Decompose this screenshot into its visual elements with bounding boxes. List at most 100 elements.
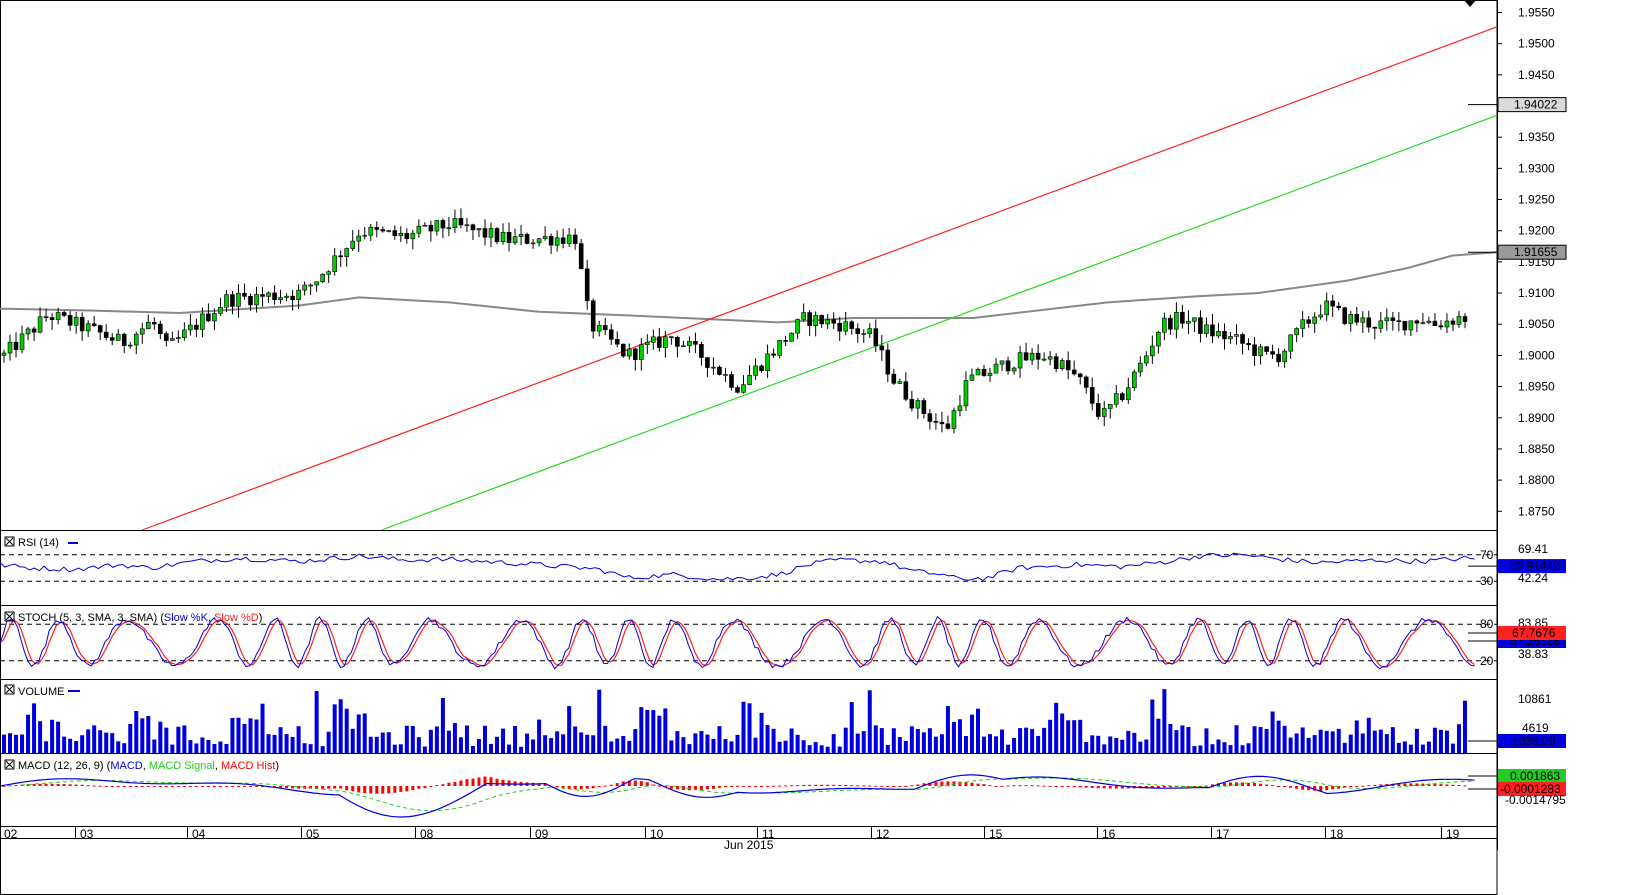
volume-bar	[909, 726, 914, 753]
macd-hist-bar	[110, 786, 114, 787]
x-tick-label: 19	[1446, 827, 1460, 841]
candle-body	[272, 292, 277, 301]
x-tick-label: 10	[650, 827, 664, 841]
volume-bar	[440, 697, 445, 753]
candle-body	[626, 348, 632, 357]
volume-bar	[176, 726, 181, 753]
macd-hist-bar	[255, 786, 259, 787]
candle-body	[1264, 346, 1269, 352]
volume-bar	[1036, 735, 1041, 753]
candle-body	[1258, 346, 1263, 357]
macd-hist-bar	[729, 786, 733, 787]
candle-body	[801, 312, 806, 320]
candle-body	[1246, 343, 1251, 346]
candle-body	[765, 353, 770, 371]
candle-body	[1444, 320, 1450, 328]
candle-body	[206, 313, 211, 322]
macd-hist-bar	[1319, 786, 1323, 792]
macd-hist-bar	[1325, 786, 1329, 791]
macd-hist-bar	[952, 781, 956, 786]
current-price-label: 1.94022	[1514, 98, 1558, 112]
macd-hist-bar	[1331, 786, 1335, 790]
macd-hist-bar	[1457, 784, 1461, 786]
volume-bar	[1108, 736, 1113, 753]
candle-body	[79, 316, 85, 332]
volume-bar	[897, 737, 902, 753]
volume-bar	[531, 739, 536, 753]
volume-bar	[1312, 735, 1317, 753]
volume-bar	[1222, 742, 1227, 753]
volume-bar	[164, 727, 169, 753]
candle-body	[392, 230, 398, 236]
volume-bar	[80, 735, 85, 753]
volume-bar	[525, 733, 530, 753]
macd-hist-bar	[627, 780, 631, 786]
candle-body	[1420, 322, 1426, 324]
volume-bar	[585, 734, 590, 753]
candle-body	[470, 224, 476, 231]
volume-title[interactable]: VOLUME	[4, 684, 80, 698]
volume-bar	[1252, 726, 1257, 753]
candle-body	[1318, 314, 1323, 318]
rsi-level-label: 70	[1480, 548, 1494, 562]
volume-bar	[765, 725, 770, 753]
rsi-current-label: 52.91442	[1510, 559, 1560, 573]
macd-hist-bar	[441, 784, 445, 786]
candle-body	[332, 255, 337, 273]
macd-hist-bar	[970, 782, 974, 786]
macd-hist-bar	[711, 786, 715, 789]
macd-hist-bar	[609, 784, 613, 786]
volume-bar	[218, 741, 223, 753]
volume-bar	[62, 736, 67, 753]
volume-bar	[988, 734, 993, 753]
candle-body	[230, 294, 235, 307]
volume-bar	[1060, 713, 1065, 753]
candle-body	[164, 333, 169, 341]
macd-hist-bar	[1439, 784, 1443, 786]
macd-hist-bar	[200, 786, 204, 787]
macd-hist-bar	[339, 786, 343, 789]
volume-bar	[398, 744, 403, 753]
macd-hist-bar	[387, 786, 391, 794]
candle-body	[807, 312, 812, 326]
volume-bar	[344, 708, 349, 753]
volume-bar	[308, 744, 313, 753]
volume-bar	[350, 728, 355, 753]
macd-hist-bar	[1265, 784, 1269, 786]
macd-hist-bar	[80, 784, 84, 786]
stoch-title[interactable]: STOCH (5, 3, SMA, 3, SMA) (Slow %K, Slow…	[4, 611, 262, 624]
macd-hist-bar	[1241, 782, 1245, 786]
candle-body	[194, 324, 199, 330]
rsi-title[interactable]: RSI (14)	[4, 536, 78, 549]
macd-hist-bar	[32, 784, 36, 786]
volume-bar	[146, 715, 151, 753]
macd-hist-bar	[86, 785, 90, 787]
volume-bar	[26, 714, 31, 753]
candle-body	[1324, 300, 1330, 316]
candle-body	[855, 328, 861, 335]
trend-channels	[142, 26, 1498, 531]
x-tick-label: 04	[192, 827, 206, 841]
candle-body	[1438, 325, 1444, 328]
volume-bar	[777, 741, 782, 753]
macd-title[interactable]: MACD (12, 26, 9) (MACD, MACD Signal, MAC…	[4, 759, 279, 772]
candle-body	[55, 312, 61, 320]
macd-hist-bar	[1012, 785, 1016, 787]
scroll-marker-icon[interactable]	[1464, 0, 1476, 7]
macd-hist-bar	[603, 785, 607, 787]
candle-body	[524, 234, 530, 244]
upper-channel-line	[142, 26, 1498, 531]
candle-body	[771, 353, 776, 356]
candle-body	[1342, 307, 1348, 324]
candle-body	[1150, 345, 1155, 357]
macd-hist-bar	[796, 785, 800, 787]
volume-bar	[320, 746, 325, 753]
volume-bar	[410, 726, 415, 753]
candle-body	[879, 345, 885, 351]
volume-bar	[753, 737, 758, 753]
candle-body	[1210, 324, 1215, 337]
volume-bar	[1096, 735, 1101, 753]
candle-body	[61, 312, 67, 316]
candle-body	[849, 321, 855, 329]
volume-bar	[302, 743, 307, 753]
